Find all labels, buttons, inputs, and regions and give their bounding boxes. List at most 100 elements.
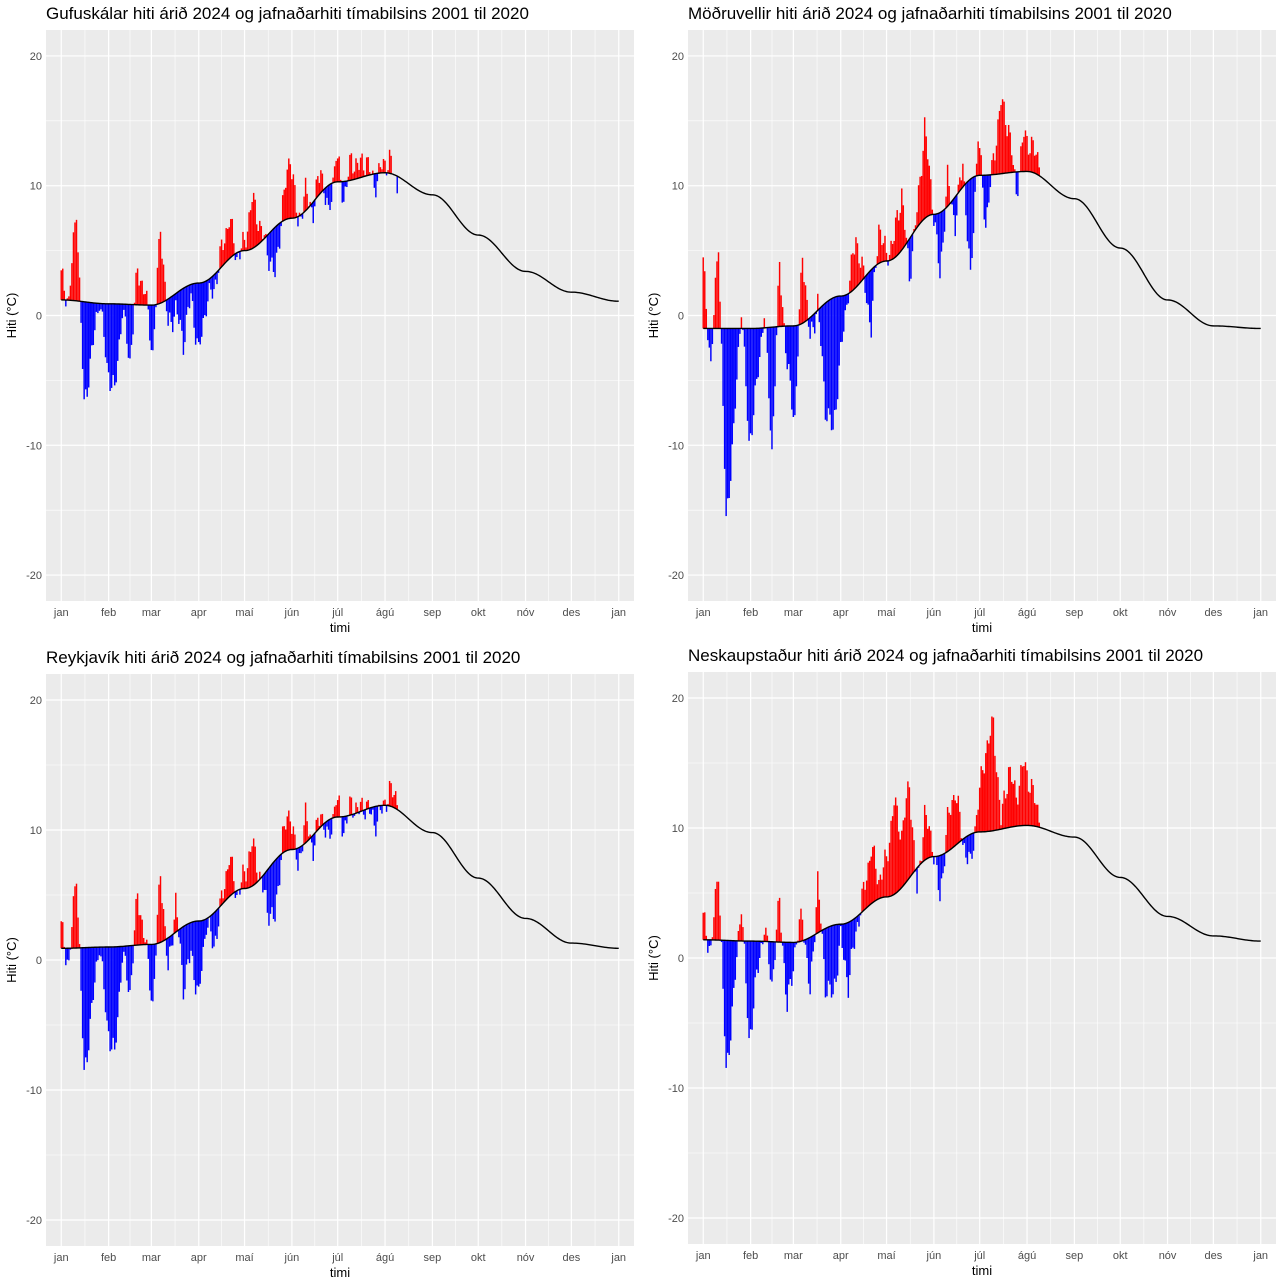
daily-bar: [1035, 804, 1037, 827]
daily-bar: [836, 924, 839, 976]
daily-bar: [321, 813, 324, 826]
daily-bar: [278, 855, 281, 886]
daily-bar: [387, 803, 389, 806]
daily-bar: [315, 819, 318, 832]
daily-bar: [1004, 798, 1007, 829]
y-tick-label: 10: [672, 181, 684, 193]
daily-bar: [142, 294, 145, 306]
daily-bar: [1011, 781, 1013, 827]
daily-bar: [336, 800, 339, 817]
daily-bar: [772, 941, 775, 970]
daily-bar: [211, 914, 214, 949]
daily-bar: [327, 185, 330, 205]
daily-bar: [220, 239, 223, 267]
daily-bar: [717, 252, 720, 329]
daily-bar: [344, 181, 347, 187]
daily-bar: [1020, 765, 1022, 826]
daily-bar: [246, 868, 249, 889]
daily-bar: [376, 173, 379, 182]
daily-bar: [847, 293, 850, 304]
daily-bar: [821, 930, 824, 934]
panel-title: Reykjavík hiti árið 2024 og jafnaðarhiti…: [46, 648, 520, 667]
daily-bar: [104, 947, 107, 1013]
daily-bar: [784, 942, 787, 995]
y-tick-label: 0: [36, 955, 42, 967]
daily-bar: [184, 287, 186, 343]
daily-bar: [867, 273, 869, 305]
y-tick-label: -10: [26, 440, 42, 452]
daily-bar: [730, 940, 732, 1041]
daily-bar: [719, 301, 721, 329]
daily-bar: [927, 159, 929, 217]
daily-bar: [988, 743, 990, 832]
daily-bar: [705, 308, 708, 329]
daily-bar: [343, 181, 345, 202]
daily-bar: [749, 328, 752, 434]
x-tick-label: jan: [1252, 1250, 1268, 1262]
daily-bar: [804, 285, 807, 322]
daily-bar: [885, 856, 888, 897]
daily-bar: [175, 892, 177, 933]
daily-bar: [769, 327, 772, 431]
daily-bar: [1026, 770, 1028, 826]
daily-bar: [269, 231, 272, 262]
daily-bar: [864, 889, 866, 910]
daily-bar: [370, 807, 372, 815]
daily-bar: [865, 274, 868, 304]
daily-bar: [146, 290, 148, 306]
daily-bar: [798, 309, 801, 325]
daily-bar: [69, 948, 72, 950]
daily-bar: [391, 797, 394, 808]
daily-bar: [858, 263, 860, 284]
daily-bar: [226, 869, 229, 899]
daily-bar: [702, 912, 704, 940]
daily-bar: [384, 799, 386, 806]
daily-bar: [913, 229, 915, 232]
daily-bar: [846, 294, 848, 305]
daily-bar: [771, 327, 773, 450]
daily-bar: [748, 941, 750, 1039]
daily-bar: [865, 880, 868, 908]
daily-bar: [86, 302, 88, 397]
daily-bar: [931, 851, 934, 857]
daily-bar: [300, 846, 302, 854]
daily-bar: [755, 941, 758, 970]
y-tick-label: -20: [668, 570, 684, 582]
daily-bar: [775, 929, 778, 942]
normal-curve: [61, 172, 619, 306]
daily-bar: [204, 281, 206, 316]
daily-bar: [965, 183, 967, 216]
daily-bar: [708, 939, 711, 946]
daily-bar: [989, 735, 992, 832]
daily-bar: [968, 835, 970, 852]
daily-bar: [982, 770, 984, 832]
daily-bar: [272, 228, 275, 272]
daily-bar: [91, 947, 93, 1003]
daily-bar: [165, 299, 168, 312]
daily-bar: [870, 856, 872, 904]
daily-bar: [185, 286, 188, 315]
daily-bar: [120, 304, 122, 335]
daily-bar: [780, 932, 782, 943]
daily-bar: [891, 243, 894, 260]
daily-bar: [113, 946, 116, 1050]
daily-bar: [155, 304, 157, 308]
daily-bar: [1017, 171, 1019, 197]
daily-bar: [249, 851, 252, 887]
daily-bar: [910, 819, 912, 876]
daily-bar: [246, 231, 249, 251]
daily-bar: [1023, 766, 1025, 826]
daily-bar: [271, 230, 273, 258]
daily-bar: [178, 291, 180, 324]
daily-bar: [905, 798, 908, 882]
daily-bar: [898, 831, 900, 891]
daily-bar: [843, 295, 845, 332]
daily-bar: [329, 184, 331, 211]
daily-bar: [338, 156, 340, 182]
daily-bar: [382, 158, 385, 173]
daily-bar: [213, 274, 215, 290]
daily-bar: [283, 826, 285, 852]
x-tick-label: nóv: [1159, 607, 1177, 619]
daily-bar: [804, 939, 807, 945]
daily-bar: [72, 896, 75, 949]
